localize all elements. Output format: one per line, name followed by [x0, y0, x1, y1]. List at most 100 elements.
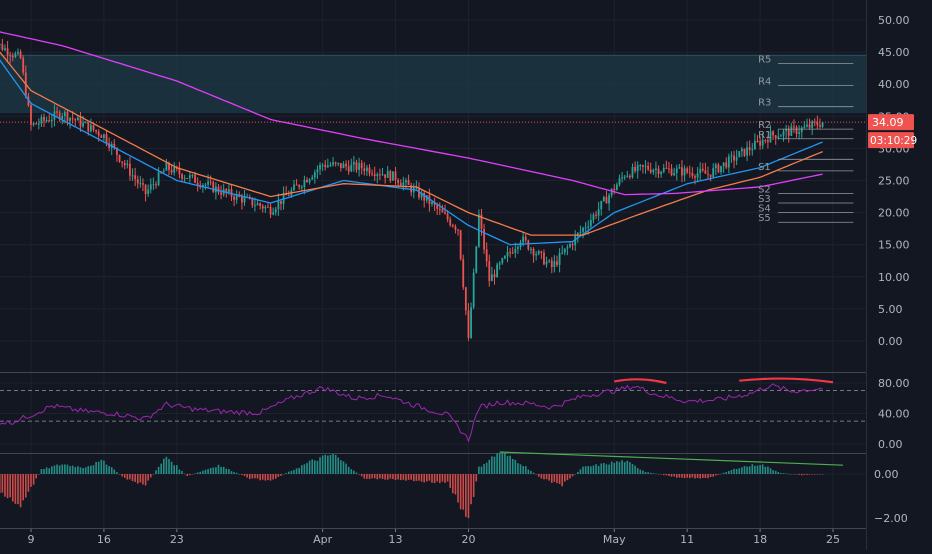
histogram-bar	[373, 474, 376, 479]
histogram-bar	[493, 456, 496, 474]
histogram-bar	[74, 467, 77, 474]
candle-body	[399, 183, 402, 186]
candle-body	[550, 260, 553, 268]
candle-body	[173, 166, 176, 173]
histogram-trend-line[interactable]	[499, 451, 844, 466]
candle-body	[103, 134, 105, 138]
histogram-bar	[14, 474, 17, 504]
pivot-label: R5	[758, 55, 771, 66]
candle-body	[371, 173, 374, 175]
candle-body	[746, 147, 748, 156]
histogram-bar	[191, 474, 194, 475]
price-tick-label: 20.00	[878, 207, 910, 220]
histogram-bar	[196, 472, 199, 474]
candle-body	[50, 119, 53, 122]
histogram-bar	[769, 468, 772, 474]
histogram-bar	[470, 474, 472, 505]
histogram-bar	[186, 474, 189, 476]
candle-body	[451, 225, 454, 227]
candle-body	[121, 161, 124, 163]
price-tick-label: 10.00	[878, 271, 910, 284]
candle-body	[420, 192, 423, 198]
candle-body	[32, 123, 35, 125]
histogram-bar	[77, 466, 79, 474]
histogram-bar	[243, 474, 246, 476]
candle-body	[501, 258, 504, 264]
candle-body	[595, 214, 597, 216]
candle-body	[579, 231, 582, 234]
histogram-bar	[728, 470, 730, 474]
candle-body	[405, 180, 407, 183]
histogram-bar	[485, 462, 488, 474]
histogram-bar	[97, 461, 100, 474]
price-tick-label: 40.00	[878, 78, 910, 91]
price-tick-label: 45.00	[878, 46, 910, 59]
histogram-bar	[623, 462, 626, 474]
histogram-bar	[267, 474, 269, 481]
candle-body	[764, 139, 767, 141]
candle-body	[363, 168, 366, 172]
candle-body	[493, 274, 496, 278]
candle-body	[475, 246, 478, 273]
candle-body	[668, 168, 670, 170]
histogram-bar	[139, 474, 142, 483]
candle-body	[777, 136, 780, 139]
histogram-bar	[90, 465, 92, 474]
histogram-bar	[332, 454, 334, 474]
histogram-bar	[590, 466, 592, 474]
candle-body	[467, 310, 470, 338]
histogram-bar	[363, 474, 366, 479]
candle-body	[196, 182, 199, 185]
candle-body	[191, 174, 194, 176]
candle-body	[243, 197, 246, 203]
histogram-bar	[431, 474, 433, 483]
pivot-label: R1	[758, 130, 771, 141]
candle-body	[782, 131, 785, 136]
histogram-bar	[43, 468, 45, 474]
candle-body	[1, 44, 4, 51]
rsi-divergence-mark[interactable]	[739, 377, 834, 384]
candle-body	[6, 48, 9, 56]
histogram-bar	[478, 466, 480, 474]
rsi-divergence-mark[interactable]	[614, 378, 667, 385]
histogram-bar	[334, 454, 337, 474]
candle-body	[634, 166, 637, 172]
histogram-bar	[290, 470, 293, 474]
histogram-bar	[571, 474, 574, 477]
histogram-bar	[105, 464, 108, 474]
histogram-bar	[668, 474, 670, 476]
candle-body	[423, 192, 426, 201]
histogram-bar	[444, 474, 446, 483]
histogram-bar	[436, 474, 439, 482]
histogram-bar	[399, 474, 402, 481]
pivot-label: S3	[758, 194, 771, 205]
histogram-bar	[678, 474, 681, 478]
histogram-bar	[397, 474, 399, 480]
candle-body	[84, 122, 87, 124]
candle-body	[277, 200, 280, 210]
histogram-bar	[321, 455, 324, 474]
histogram-bar	[579, 469, 582, 474]
candle-body	[709, 174, 712, 177]
price-tick-label: 15.00	[878, 239, 910, 252]
histogram-bar	[168, 459, 170, 474]
pivot-label: R3	[758, 98, 771, 109]
histogram-bar	[274, 474, 277, 479]
histogram-bar	[303, 464, 306, 474]
histogram-bar	[785, 473, 787, 474]
candle-body	[311, 177, 314, 180]
rsi-tick-label: 40.00	[878, 408, 910, 421]
candle-body	[61, 116, 64, 120]
histogram-bar	[733, 468, 735, 474]
histogram-bar	[715, 474, 717, 476]
histogram-bar	[819, 474, 821, 475]
candle-body	[74, 119, 77, 121]
candle-body	[259, 203, 262, 206]
histogram-bar	[647, 472, 649, 474]
histogram-bar	[204, 469, 207, 474]
histogram-bar	[491, 456, 493, 474]
candle-body	[457, 229, 459, 231]
histogram-bar	[735, 469, 738, 474]
